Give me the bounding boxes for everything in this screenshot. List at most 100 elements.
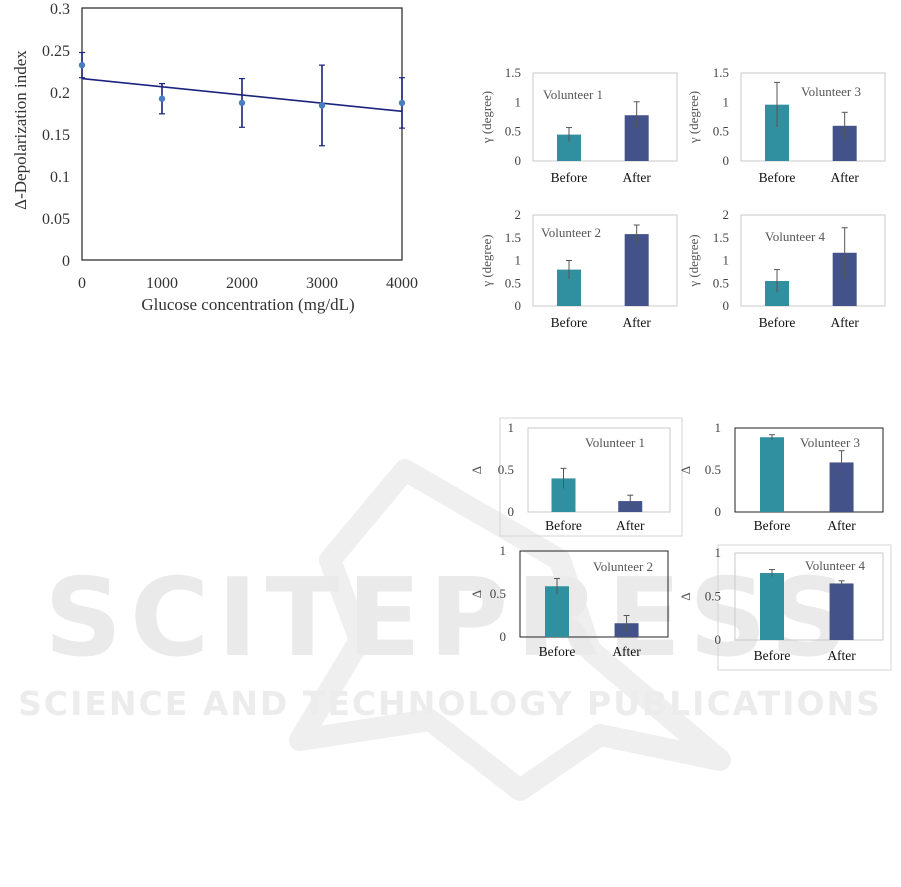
bar-chart-panel: 0 0.5 1 1.5 γ (degree) Volunteer 1 Before After: [479, 65, 678, 185]
panel-y-tick-label: 2: [723, 207, 730, 222]
panel-y-tick-label: 0.5: [498, 462, 514, 477]
panel-y-tick-label: 0.5: [713, 275, 729, 290]
watermark-outline-shape: [289, 459, 731, 801]
panel-category-label: Before: [754, 518, 791, 533]
panel-y-axis-label: Δ: [469, 590, 484, 598]
panel-y-tick-label: 1: [515, 94, 522, 109]
panel-title: Volunteer 3: [800, 435, 860, 450]
main-y-tick-label: 0: [62, 253, 70, 270]
panel-outer-border: [717, 544, 892, 671]
panel-y-tick-label: 1: [515, 253, 522, 268]
main-y-tick-label: 0.1: [50, 169, 70, 186]
main-plot-frame: [81, 7, 403, 261]
panel-category-label: Before: [754, 648, 791, 663]
panel-title: Volunteer 1: [543, 87, 603, 102]
panel-category-label: Before: [759, 170, 796, 185]
panel-y-tick-label: 1: [500, 543, 507, 558]
panel-y-tick-label: 1.5: [713, 230, 729, 245]
panel-y-tick-label: 1: [715, 545, 722, 560]
panel-y-tick-label: 0: [723, 153, 730, 168]
panel-plot-frame: [527, 427, 671, 513]
panel-y-tick-label: 1.5: [713, 65, 729, 80]
panel-plot-frame: [519, 550, 669, 638]
data-point: [398, 99, 406, 107]
panel-y-tick-label: 1: [723, 253, 730, 268]
panel-category-label: Before: [551, 315, 588, 330]
panel-title: Volunteer 1: [585, 435, 645, 450]
main-y-axis-label: Δ-Depolarization index: [11, 50, 30, 210]
panel-y-tick-label: 0: [715, 504, 722, 519]
panel-y-tick-label: 0: [500, 629, 507, 644]
panel-y-axis-label: γ (degree): [479, 234, 494, 287]
main-x-tick-label: 1000: [146, 275, 178, 292]
panel-title: Volunteer 4: [805, 558, 866, 573]
panel-category-label: Before: [545, 518, 582, 533]
data-point: [158, 95, 166, 102]
main-y-tick-label: 0.3: [50, 1, 70, 18]
main-y-tick-label: 0.05: [42, 211, 70, 228]
panel-y-tick-label: 0: [515, 153, 522, 168]
panel-y-tick-label: 1.5: [505, 230, 521, 245]
panel-y-tick-label: 0: [508, 504, 515, 519]
panel-y-axis-label: Δ: [469, 466, 484, 474]
panel-y-tick-label: 0: [723, 298, 730, 313]
bar: [760, 437, 784, 512]
data-point: [238, 99, 246, 107]
panel-y-tick-label: 0: [715, 632, 722, 647]
bar-chart-panel: 0 0.5 1 Δ Volunteer 3 Before After: [678, 420, 884, 533]
panel-y-tick-label: 0.5: [505, 124, 521, 139]
panel-plot-frame: [532, 72, 678, 162]
panel-plot-frame: [734, 552, 884, 641]
panel-category-label: Before: [759, 315, 796, 330]
main-x-tick-label: 3000: [306, 275, 338, 292]
panel-y-tick-label: 1: [508, 420, 515, 435]
bar: [829, 583, 854, 640]
watermark-title: SCITEPRESS: [44, 556, 855, 681]
panel-plot-frame: [532, 214, 678, 307]
panel-y-tick-label: 0.5: [505, 275, 521, 290]
main-x-tick-label: 0: [78, 275, 86, 292]
panel-y-tick-label: 0: [515, 298, 522, 313]
bar-chart-panel: 0 0.5 1 1.5 2 γ (degree) Volunteer 2 Before Afte…: [479, 207, 678, 330]
bar-chart-panel: 0 0.5 1 Δ Volunteer 1 Before After: [469, 417, 683, 537]
main-x-tick-label: 2000: [226, 275, 258, 292]
bar: [760, 573, 784, 640]
panel-y-tick-label: 1: [715, 420, 722, 435]
panel-y-tick-label: 0.5: [490, 586, 506, 601]
bar-chart-panel: 0 0.5 1 1.5 2 γ (degree) Volunteer 4 Before Afte…: [686, 207, 886, 330]
panel-category-label: After: [830, 315, 859, 330]
panel-outer-border: [499, 417, 683, 537]
charts-layer: 00.050.10.150.20.250.30 1000 2000 3000 4000G…: [11, 1, 892, 671]
panel-category-label: After: [622, 315, 651, 330]
panel-y-axis-label: γ (degree): [479, 91, 494, 144]
panel-title: Volunteer 3: [801, 84, 861, 99]
panel-category-label: After: [827, 518, 856, 533]
panel-y-axis-label: γ (degree): [686, 234, 701, 287]
main-y-tick-label: 0.25: [42, 43, 70, 60]
watermark-subtitle: SCIENCE AND TECHNOLOGY PUBLICATIONS: [18, 684, 882, 723]
panel-category-label: After: [830, 170, 859, 185]
panel-category-label: After: [827, 648, 856, 663]
main-y-tick-label: 0.15: [42, 127, 70, 144]
panel-y-axis-label: γ (degree): [686, 91, 701, 144]
data-point: [78, 61, 86, 69]
panel-y-tick-label: 2: [515, 207, 522, 222]
panel-title: Volunteer 2: [541, 225, 601, 240]
panel-plot-frame: [734, 427, 884, 513]
panel-y-axis-label: Δ: [678, 466, 693, 474]
panel-y-tick-label: 0.5: [705, 589, 721, 604]
panel-y-tick-label: 0.5: [713, 124, 729, 139]
panel-plot-frame: [740, 72, 886, 162]
panel-y-tick-label: 0.5: [705, 462, 721, 477]
panel-y-tick-label: 1.5: [505, 65, 521, 80]
data-point: [318, 102, 326, 109]
panel-y-axis-label: Δ: [678, 592, 693, 600]
bar-chart-panel: 0 0.5 1 1.5 γ (degree) Volunteer 3 Before After: [686, 65, 886, 185]
panel-category-label: Before: [539, 644, 576, 659]
panel-category-label: After: [612, 644, 641, 659]
panel-y-tick-label: 1: [723, 94, 730, 109]
bar-chart-panel: 0 0.5 1 Δ Volunteer 2 Before After: [469, 543, 669, 659]
panel-category-label: Before: [551, 170, 588, 185]
main-y-tick-label: 0.2: [50, 85, 70, 102]
panel-plot-frame: [740, 214, 886, 307]
